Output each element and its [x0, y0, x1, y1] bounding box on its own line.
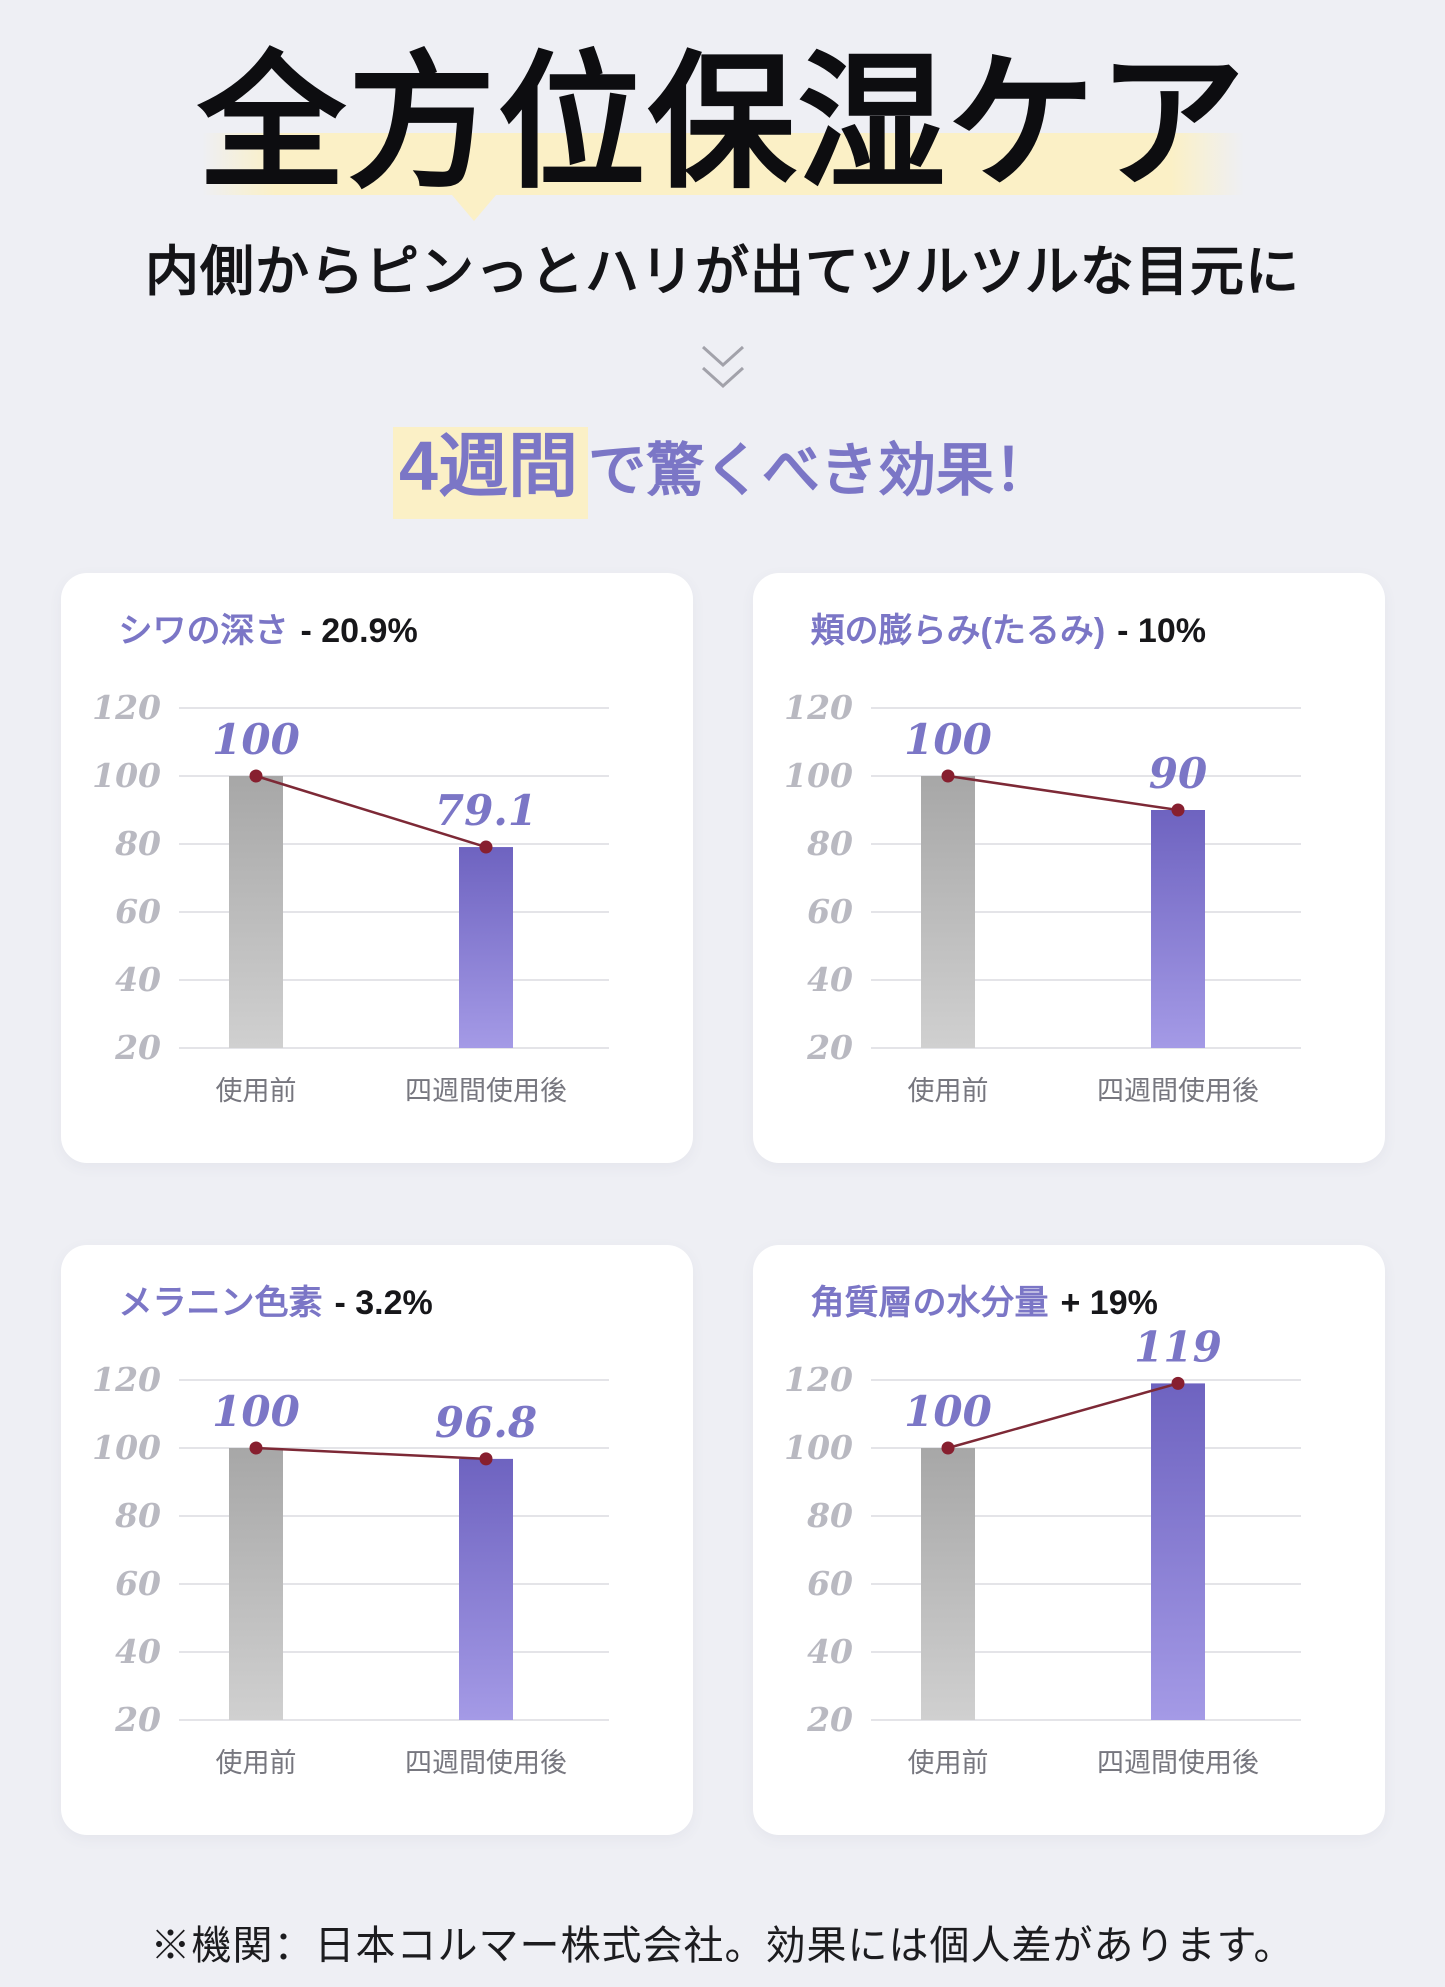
chart-title: 頬の膨らみ(たるみ) - 10%	[811, 611, 1345, 652]
svg-text:20: 20	[806, 1700, 853, 1739]
page-title: 全方位保湿ケア	[197, 41, 1248, 206]
svg-text:100: 100	[904, 1387, 992, 1436]
footer-note: ※機関：日本コルマー株式会社。効果には個人差があります。	[150, 1924, 1295, 1969]
svg-text:120: 120	[92, 1360, 161, 1399]
chart-grid: シワの深さ - 20.9% 120 100 80 60 40 20 100 79.1 使用前 四週間…	[60, 573, 1385, 1836]
svg-text:120: 120	[784, 688, 853, 727]
svg-text:80: 80	[806, 824, 853, 863]
svg-text:四週間使用後: 四週間使用後	[405, 1748, 567, 1778]
svg-text:20: 20	[806, 1028, 853, 1067]
chart-card-wrinkle-depth: シワの深さ - 20.9% 120 100 80 60 40 20 100 79.1 使用前 四週間…	[60, 573, 693, 1164]
chart-title: シワの深さ - 20.9%	[119, 611, 653, 652]
svg-text:90: 90	[1148, 749, 1206, 798]
chart-change-label: - 10%	[1117, 612, 1206, 651]
svg-text:60: 60	[115, 892, 161, 931]
chart-title: 角質層の水分量 + 19%	[811, 1283, 1345, 1324]
svg-text:100: 100	[212, 715, 300, 764]
chart-change-label: + 19%	[1060, 1284, 1158, 1323]
bar-chart-cheek-sagging: 120 100 80 60 40 20 100 90 使用前 四週間使用後	[784, 688, 1301, 1106]
chart-metric-label: シワの深さ	[118, 612, 289, 651]
svg-text:使用前: 使用前	[907, 1076, 988, 1106]
svg-text:40: 40	[115, 960, 161, 999]
svg-text:120: 120	[784, 1360, 853, 1399]
svg-text:四週間使用後: 四週間使用後	[1097, 1076, 1259, 1106]
svg-text:79.1: 79.1	[434, 786, 536, 835]
svg-text:20: 20	[114, 1028, 161, 1067]
chart-card-melanin: メラニン色素 - 3.2% 120 100 80 60 40 20 100 96.8 使用前 四週間…	[60, 1245, 693, 1836]
subtitle: 内側からピンっとハリが出てツルツルな目元に	[145, 242, 1300, 303]
svg-text:使用前: 使用前	[215, 1748, 296, 1778]
chart-card-moisture: 角質層の水分量 + 19% 120 100 80 60 40 20 100 119 使用前 四週間使…	[752, 1245, 1385, 1836]
page-title-wrap: 全方位保湿ケア	[197, 41, 1248, 222]
svg-text:60: 60	[807, 1564, 853, 1603]
chart-metric-label: 頬の膨らみ(たるみ)	[810, 612, 1106, 651]
svg-text:100: 100	[784, 1428, 853, 1467]
double-chevron-down-icon	[0, 342, 1445, 394]
chart-change-label: - 20.9%	[300, 612, 418, 651]
chart-metric-label: 角質層の水分量	[810, 1284, 1049, 1323]
chart-metric-label: メラニン色素	[118, 1284, 323, 1323]
svg-text:使用前: 使用前	[907, 1748, 988, 1778]
svg-text:40: 40	[115, 1632, 161, 1671]
bar-chart-melanin: 120 100 80 60 40 20 100 96.8 使用前 四週間使用後	[92, 1360, 609, 1778]
lead-rest-text: で驚くべき効果！	[587, 438, 1052, 504]
title-highlight-decoration	[201, 133, 1244, 222]
svg-text:四週間使用後: 四週間使用後	[405, 1076, 567, 1106]
svg-text:60: 60	[115, 1564, 161, 1603]
svg-text:使用前: 使用前	[215, 1076, 296, 1106]
svg-text:20: 20	[114, 1700, 161, 1739]
svg-text:40: 40	[807, 960, 853, 999]
chart-card-cheek-sagging: 頬の膨らみ(たるみ) - 10% 120 100 80 60 40 20 100 90 使用前 四週…	[752, 573, 1385, 1164]
bar-chart-wrinkle-depth: 120 100 80 60 40 20 100 79.1 使用前 四週間使用後	[92, 688, 609, 1106]
svg-text:100: 100	[904, 715, 992, 764]
svg-text:80: 80	[114, 824, 161, 863]
svg-text:100: 100	[92, 1428, 161, 1467]
svg-text:119: 119	[1134, 1330, 1222, 1371]
svg-text:100: 100	[784, 756, 853, 795]
svg-text:80: 80	[114, 1496, 161, 1535]
svg-text:60: 60	[807, 892, 853, 931]
svg-text:四週間使用後: 四週間使用後	[1097, 1748, 1259, 1778]
svg-text:100: 100	[212, 1387, 300, 1436]
lead-highlight-text: 4週間	[393, 427, 588, 520]
svg-text:96.8: 96.8	[434, 1398, 536, 1447]
chart-title: メラニン色素 - 3.2%	[119, 1283, 653, 1324]
svg-text:80: 80	[806, 1496, 853, 1535]
bar-chart-moisture: 120 100 80 60 40 20 100 119 使用前 四週間使用後	[784, 1330, 1301, 1778]
svg-text:100: 100	[92, 756, 161, 795]
lead-line: 4週間 で驚くべき効果！	[0, 410, 1445, 520]
svg-text:40: 40	[807, 1632, 853, 1671]
svg-text:120: 120	[92, 688, 161, 727]
header: 全方位保湿ケア 内側からピンっとハリが出てツルツルな目元に 4週間 で驚くべき効果…	[0, 0, 1445, 520]
chart-change-label: - 3.2%	[334, 1284, 433, 1323]
